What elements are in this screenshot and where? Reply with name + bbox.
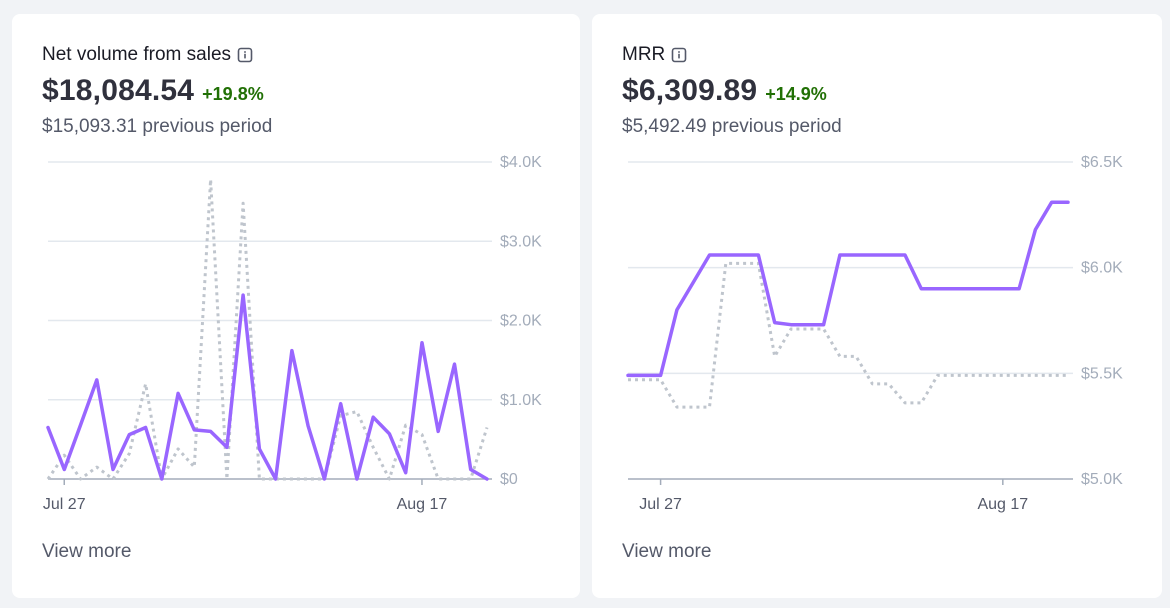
metric-change-badge: +14.9%	[765, 84, 827, 104]
y-tick-label: $5.0K	[1081, 471, 1123, 488]
previous-period-line	[628, 261, 1068, 409]
net-volume-chart[interactable]: $4.0K $3.0K $2.0K $1.0K $0 Jul 27 Aug 17	[12, 14, 580, 534]
view-more-link[interactable]: View more	[622, 541, 712, 562]
metric-row: $18,084.54 +19.8%	[42, 74, 264, 108]
previous-period-line	[46, 177, 489, 481]
current-period-line	[626, 200, 1070, 378]
current-period-line	[46, 293, 489, 481]
metric-row: $6,309.89 +14.9%	[622, 74, 827, 108]
y-tick-label: $5.5K	[1081, 365, 1123, 382]
view-more-link[interactable]: View more	[42, 541, 132, 562]
y-tick-label: $1.0K	[500, 392, 542, 409]
x-tick-label: Aug 17	[397, 496, 448, 513]
x-tick-label: Aug 17	[977, 496, 1028, 513]
y-tick-label: $2.0K	[500, 313, 542, 330]
previous-period-text: $5,492.49 previous period	[622, 116, 842, 137]
previous-period-text: $15,093.31 previous period	[42, 116, 273, 137]
x-tick-label: Jul 27	[639, 496, 682, 513]
mrr-card: MRR $6,309.89 +14.9% $5,492.49 previous …	[592, 14, 1162, 598]
y-tick-label: $3.0K	[500, 233, 542, 250]
net-volume-card: Net volume from sales $18,084.54 +19.8% …	[12, 14, 580, 598]
card-title-text: Net volume from sales	[42, 44, 232, 65]
y-tick-label: $6.5K	[1081, 154, 1123, 171]
y-tick-label: $0	[500, 471, 518, 488]
y-tick-label: $4.0K	[500, 154, 542, 171]
mrr-chart[interactable]: $6.5K $6.0K $5.5K $5.0K Jul 27 Aug 17	[592, 14, 1162, 534]
x-tick-label: Jul 27	[43, 496, 86, 513]
card-title: Net volume from sales	[42, 44, 253, 66]
y-tick-label: $6.0K	[1081, 260, 1123, 277]
info-icon[interactable]	[237, 47, 253, 63]
metric-value: $18,084.54	[42, 74, 195, 107]
info-icon[interactable]	[671, 47, 687, 63]
card-title-text: MRR	[622, 44, 666, 65]
metric-value: $6,309.89	[622, 74, 758, 107]
metric-change-badge: +19.8%	[202, 84, 264, 104]
card-title: MRR	[622, 44, 687, 66]
